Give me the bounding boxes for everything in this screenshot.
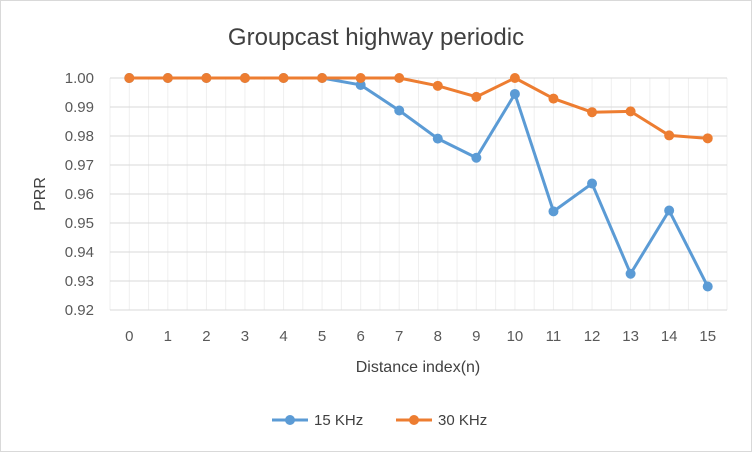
data-point <box>625 268 636 279</box>
x-tick-label: 9 <box>472 328 480 345</box>
data-point <box>471 152 482 163</box>
chart-title: Groupcast highway periodic <box>228 24 524 51</box>
x-tick-label: 0 <box>125 328 133 345</box>
series-line <box>127 76 710 140</box>
data-point <box>355 79 366 90</box>
x-tick-label: 7 <box>395 328 403 345</box>
x-axis-ticks: 0 1 2 3 4 5 6 7 8 9 10 11 12 13 14 15 <box>125 328 716 345</box>
x-tick-label: 1 <box>164 328 172 345</box>
legend-point-marker <box>409 415 419 425</box>
x-tick-label: 6 <box>356 328 364 345</box>
data-point <box>432 133 443 144</box>
data-point <box>317 73 328 83</box>
x-tick-label: 13 <box>622 328 639 345</box>
data-point <box>548 206 559 217</box>
y-tick-label: 0.99 <box>65 99 94 116</box>
data-point <box>162 73 173 83</box>
y-tick-label: 0.98 <box>65 128 94 145</box>
x-tick-label: 11 <box>546 328 562 345</box>
legend-item: 30 KHz <box>396 412 487 429</box>
series-group <box>124 73 713 292</box>
data-point <box>664 205 675 216</box>
legend: 15 KHz 30 KHz <box>272 412 487 429</box>
data-point <box>509 73 520 83</box>
data-point <box>509 88 520 99</box>
data-point <box>664 130 675 141</box>
legend-label: 30 KHz <box>438 412 487 429</box>
data-point <box>432 80 443 91</box>
data-point <box>201 73 212 83</box>
data-point <box>548 93 559 104</box>
x-tick-label: 15 <box>699 328 716 345</box>
series-1 <box>124 73 713 144</box>
data-point <box>702 281 713 292</box>
data-point <box>625 106 636 117</box>
y-tick-label: 0.95 <box>65 215 94 232</box>
data-point <box>124 73 135 83</box>
x-tick-label: 3 <box>241 328 249 345</box>
y-axis-title: PRR <box>32 177 49 211</box>
data-point <box>278 73 289 83</box>
legend-point-marker <box>285 415 295 425</box>
x-tick-label: 4 <box>279 328 287 345</box>
data-point <box>587 178 598 189</box>
data-point <box>239 73 250 83</box>
x-axis-title: Distance index(n) <box>356 359 481 376</box>
x-tick-label: 8 <box>434 328 442 345</box>
y-tick-label: 0.96 <box>65 186 94 203</box>
x-tick-label: 12 <box>584 328 601 345</box>
legend-label: 15 KHz <box>314 412 363 429</box>
data-point <box>702 133 713 144</box>
data-point <box>394 105 405 116</box>
data-point <box>587 107 598 118</box>
x-tick-label: 10 <box>507 328 524 345</box>
gridlines <box>109 77 728 311</box>
x-tick-label: 14 <box>661 328 678 345</box>
y-tick-label: 0.92 <box>65 302 94 319</box>
legend-item: 15 KHz <box>272 412 363 429</box>
y-tick-label: 0.94 <box>65 244 94 261</box>
y-tick-label: 0.97 <box>65 157 94 174</box>
y-tick-label: 1.00 <box>65 70 94 87</box>
data-point <box>394 73 405 83</box>
y-tick-label: 0.93 <box>65 273 94 290</box>
x-tick-label: 2 <box>202 328 210 345</box>
data-point <box>471 91 482 102</box>
data-point <box>355 73 366 83</box>
x-tick-label: 5 <box>318 328 326 345</box>
y-axis-ticks: 0.92 0.93 0.94 0.95 0.96 0.97 0.98 0.99 1.00 <box>65 70 94 319</box>
